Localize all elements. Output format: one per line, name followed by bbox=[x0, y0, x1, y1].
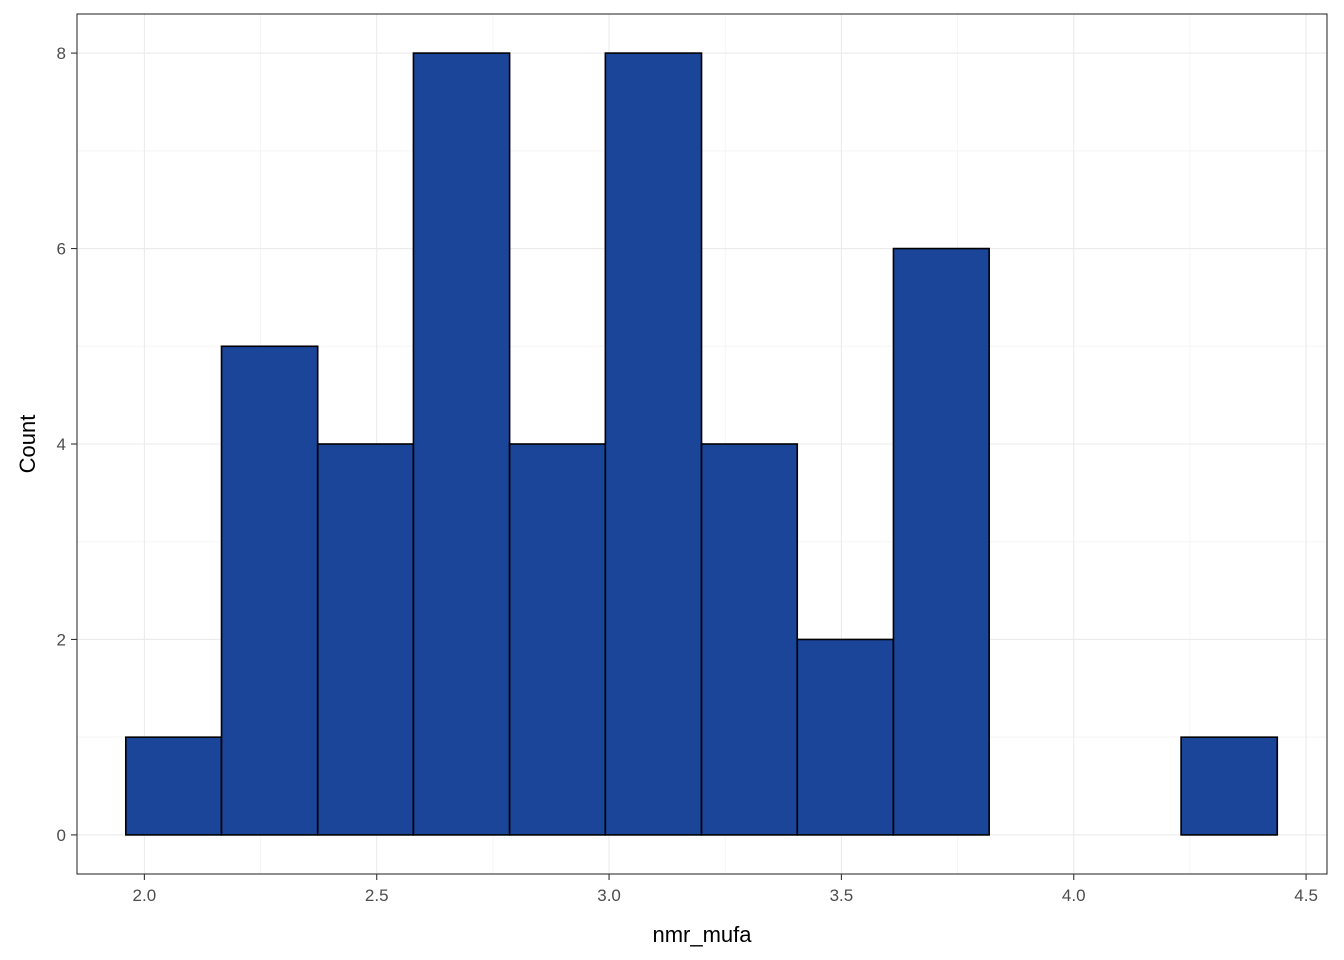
histogram-bar-5 bbox=[508, 443, 607, 836]
x-tick-label: 4.5 bbox=[1294, 886, 1318, 905]
histogram-bar-8 bbox=[796, 638, 895, 836]
y-tick-label: 4 bbox=[57, 435, 66, 454]
y-tick-label: 0 bbox=[57, 826, 66, 845]
histogram-bar-2 bbox=[220, 345, 319, 836]
histogram-bar-4 bbox=[412, 52, 511, 836]
histogram-bar-7 bbox=[700, 443, 799, 836]
x-tick-label: 3.5 bbox=[830, 886, 854, 905]
histogram-bar-6 bbox=[604, 52, 703, 836]
y-tick-label: 8 bbox=[57, 44, 66, 63]
x-tick-label: 4.0 bbox=[1062, 886, 1086, 905]
histogram-bar-3 bbox=[316, 443, 415, 836]
y-tick-label: 6 bbox=[57, 240, 66, 259]
bars-layer bbox=[124, 52, 1279, 836]
x-axis-title: nmr_mufa bbox=[652, 922, 752, 947]
histogram-bar-1 bbox=[124, 736, 223, 836]
histogram-bar-12 bbox=[1180, 736, 1279, 836]
y-axis-title: Count bbox=[15, 415, 40, 474]
ticks-layer: 2.0 2.5 3.0 3.5 4.0 4.5 0 2 4 6 8 bbox=[57, 44, 1318, 905]
y-tick-label: 2 bbox=[57, 630, 66, 649]
x-tick-label: 3.0 bbox=[597, 886, 621, 905]
histogram-bar-9 bbox=[892, 247, 990, 836]
x-tick-label: 2.0 bbox=[133, 886, 157, 905]
x-tick-label: 2.5 bbox=[365, 886, 389, 905]
